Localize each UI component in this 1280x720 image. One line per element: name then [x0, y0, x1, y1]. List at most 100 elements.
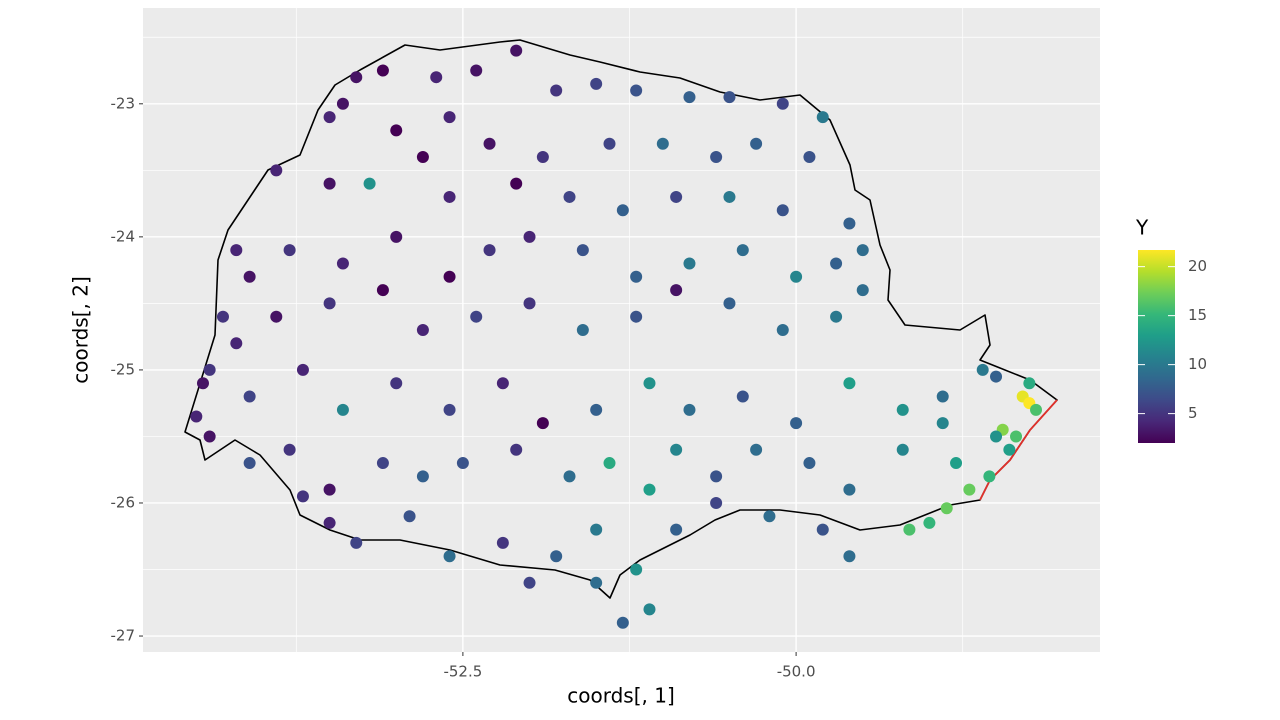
point	[670, 443, 683, 456]
point	[603, 137, 616, 150]
point	[816, 523, 829, 536]
colorbar-title: Y	[1135, 216, 1149, 240]
y-tick-label: -26	[111, 493, 136, 511]
point	[243, 270, 256, 283]
colorbar-tick-label: 5	[1188, 404, 1198, 422]
point	[896, 403, 909, 416]
point	[563, 470, 576, 483]
point	[243, 457, 256, 470]
coastline	[979, 399, 1058, 501]
point	[416, 151, 429, 164]
point	[563, 190, 576, 203]
point	[603, 457, 616, 470]
point	[523, 230, 536, 243]
point	[550, 550, 563, 563]
points	[190, 44, 1043, 629]
point	[963, 483, 976, 496]
colorbar-tick-label: 20	[1188, 257, 1207, 275]
point	[296, 363, 309, 376]
point	[270, 310, 283, 323]
point	[903, 523, 916, 536]
point	[336, 403, 349, 416]
y-tick-label: -24	[111, 227, 136, 245]
point	[550, 84, 563, 97]
point	[723, 190, 736, 203]
colorbar-tick-label: 15	[1188, 306, 1207, 324]
point	[296, 490, 309, 503]
point	[196, 377, 209, 390]
point	[843, 217, 856, 230]
point	[283, 443, 296, 456]
point	[683, 91, 696, 104]
point	[723, 91, 736, 104]
point	[376, 457, 389, 470]
point	[976, 363, 989, 376]
point	[456, 457, 469, 470]
point	[443, 550, 456, 563]
colorbar-tick-label: 10	[1188, 355, 1207, 373]
point	[536, 417, 549, 430]
point	[856, 244, 869, 257]
point	[323, 483, 336, 496]
point	[230, 244, 243, 257]
point	[443, 403, 456, 416]
border	[184, 39, 1058, 599]
point	[736, 244, 749, 257]
point	[843, 550, 856, 563]
point	[590, 576, 603, 589]
point	[670, 284, 683, 297]
point	[830, 310, 843, 323]
x-tick-label: -50.0	[777, 663, 816, 681]
point	[816, 111, 829, 124]
y-tick-label: -23	[111, 94, 136, 112]
point	[350, 71, 363, 84]
y-axis-title: coords[, 2]	[69, 276, 93, 384]
point	[1010, 430, 1023, 443]
point	[790, 270, 803, 283]
point	[376, 64, 389, 77]
point	[590, 403, 603, 416]
point	[203, 430, 216, 443]
x-axis-title: coords[, 1]	[567, 684, 675, 708]
point	[776, 324, 789, 336]
point	[803, 151, 816, 164]
point	[483, 137, 496, 150]
point	[830, 257, 843, 270]
region-outline	[184, 39, 1058, 599]
point	[1023, 377, 1036, 390]
point	[950, 457, 963, 470]
point	[656, 137, 669, 150]
point	[670, 190, 683, 203]
point	[443, 111, 456, 124]
colorbar	[1138, 250, 1175, 443]
point	[323, 177, 336, 190]
plot-panel	[143, 8, 1100, 652]
point	[443, 270, 456, 283]
point	[323, 111, 336, 124]
point	[430, 71, 443, 84]
point	[670, 523, 683, 536]
point	[376, 284, 389, 297]
point	[390, 377, 403, 390]
point	[750, 137, 763, 150]
point	[496, 377, 509, 390]
point	[416, 324, 429, 336]
point	[856, 284, 869, 297]
point	[576, 244, 589, 257]
point	[616, 616, 629, 629]
point	[190, 410, 203, 423]
point	[803, 457, 816, 470]
point	[270, 164, 283, 177]
point	[243, 390, 256, 403]
y-tick-label: -25	[111, 360, 136, 378]
point	[643, 377, 656, 390]
point	[523, 576, 536, 589]
point	[443, 190, 456, 203]
point	[630, 270, 643, 283]
point	[510, 44, 523, 57]
point	[643, 483, 656, 496]
point	[470, 64, 483, 77]
point	[790, 417, 803, 430]
grid	[143, 8, 1100, 652]
